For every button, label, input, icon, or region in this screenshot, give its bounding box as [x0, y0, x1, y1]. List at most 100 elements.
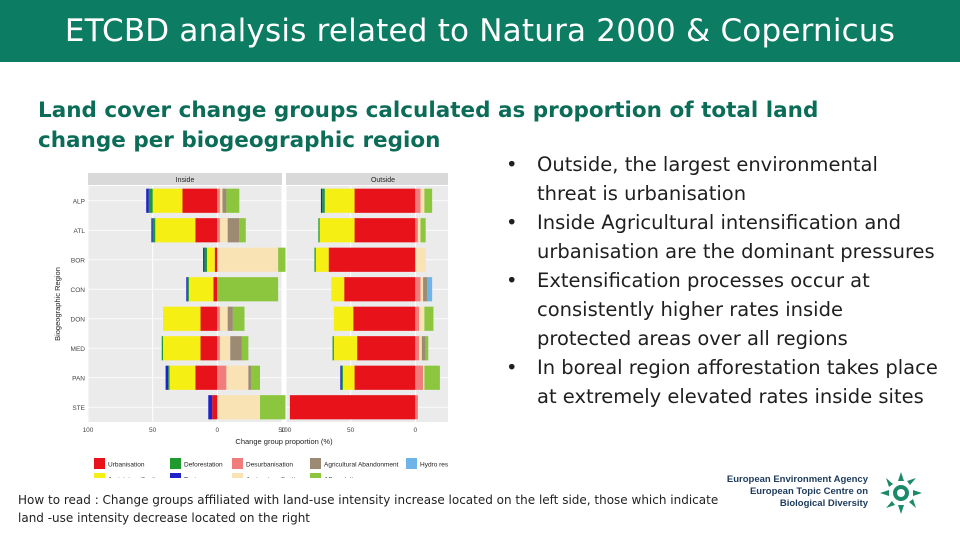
- bar-segment: [239, 218, 246, 243]
- legend-label: Desurbanisation: [246, 462, 293, 469]
- x-tick-label: 50: [149, 427, 157, 434]
- bar-segment: [332, 336, 334, 361]
- bar-segment: [342, 365, 355, 390]
- bar-segment: [424, 306, 434, 331]
- slide-subtitle: Land cover change groups calculated as p…: [38, 98, 819, 153]
- bar-segment: [222, 188, 227, 213]
- bar-segment: [324, 188, 355, 213]
- bar-segment: [415, 247, 426, 272]
- bar-segment: [331, 277, 345, 302]
- bar-segment: [423, 277, 427, 302]
- bar-segment: [168, 365, 170, 390]
- legend-label: Deforestation: [184, 462, 223, 469]
- x-axis-label: Change group proportion (%): [235, 437, 333, 446]
- bar-segment: [212, 395, 218, 420]
- bar-segment: [232, 306, 245, 331]
- bar-segment: [425, 336, 429, 361]
- bar-segment: [354, 365, 416, 390]
- bar-segment: [426, 277, 433, 302]
- bullet-item: • Inside Agricultural intensification and…: [502, 208, 942, 266]
- y-tick-label: ALP: [73, 198, 85, 205]
- bar-segment: [354, 188, 416, 213]
- bar-segment: [415, 277, 421, 302]
- bar-segment: [146, 188, 149, 213]
- panel-strip-label: Outside: [371, 177, 395, 184]
- bar-segment: [419, 336, 422, 361]
- bar-segment: [357, 336, 416, 361]
- panel-strip: [286, 173, 448, 185]
- bar-segment: [415, 306, 420, 331]
- x-tick-label: 0: [216, 427, 220, 434]
- bar-segment: [314, 247, 316, 272]
- key-findings-list: • Outside, the largest environmental thre…: [502, 150, 942, 411]
- bar-segment: [161, 336, 164, 361]
- bar-segment: [227, 218, 240, 243]
- legend-swatch: [94, 458, 105, 469]
- legend-label: Agri. extensification: [246, 477, 303, 479]
- legend-swatch: [170, 473, 181, 478]
- bullet-dot: •: [506, 153, 518, 176]
- bar-segment: [217, 336, 220, 361]
- bar-segment: [241, 336, 249, 361]
- bar-segment: [187, 277, 189, 302]
- bar-segment: [328, 247, 416, 272]
- bar-segment: [200, 336, 218, 361]
- bar-segment: [333, 306, 354, 331]
- bar-segment: [195, 365, 218, 390]
- land-cover-change-chart: Inside10050050Outside10050050ALPATLBORCO…: [53, 173, 448, 479]
- legend-swatch: [232, 458, 243, 469]
- bullet-dot: •: [506, 269, 518, 292]
- y-tick-label: MED: [71, 346, 86, 353]
- bar-segment: [353, 306, 416, 331]
- bar-segment: [208, 395, 213, 420]
- bar-segment: [319, 218, 355, 243]
- bullet-dot: •: [506, 211, 518, 234]
- bar-segment: [289, 395, 416, 420]
- x-tick-label: 0: [414, 427, 418, 434]
- panel-strip: [88, 173, 282, 185]
- bar-segment: [165, 365, 169, 390]
- bar-segment: [419, 306, 425, 331]
- bar-segment: [230, 336, 242, 361]
- bullet-text: Extensification processes occur at consi…: [537, 269, 870, 350]
- x-tick-label: 100: [83, 427, 94, 434]
- bar-segment: [424, 365, 440, 390]
- bar-segment: [195, 218, 218, 243]
- bullet-item: • In boreal region afforestation takes pl…: [502, 353, 942, 411]
- legend-label: Afforestation: [324, 477, 361, 479]
- bar-segment: [423, 365, 425, 390]
- logo-line-3: Biological Diversity: [779, 498, 868, 509]
- bar-segment: [203, 247, 205, 272]
- bar-segment: [250, 365, 261, 390]
- bar-segment: [200, 306, 218, 331]
- bar-segment: [415, 188, 421, 213]
- page-title: ETCBD analysis related to Natura 2000 & …: [64, 13, 896, 49]
- legend-swatch: [310, 473, 321, 478]
- x-tick-label: 100: [281, 427, 292, 434]
- bullet-item: • Outside, the largest environmental thre…: [502, 150, 942, 208]
- bullet-item: • Extensification processes occur at cons…: [502, 266, 942, 353]
- bar-segment: [151, 218, 153, 243]
- bullet-dot: •: [506, 356, 518, 379]
- y-tick-label: ATL: [74, 228, 86, 235]
- bar-segment: [155, 218, 196, 243]
- bar-segment: [219, 188, 223, 213]
- bar-segment: [217, 247, 279, 272]
- bar-segment: [226, 188, 240, 213]
- bar-segment: [217, 218, 220, 243]
- bar-segment: [424, 188, 433, 213]
- legend-swatch: [232, 473, 243, 478]
- how-to-read-note: How to read : Change groups affiliated w…: [18, 493, 719, 525]
- sun-leaf-logo-icon: [880, 472, 922, 514]
- y-tick-label: CON: [71, 287, 86, 294]
- bar-segment: [219, 336, 231, 361]
- legend-label: Drainage: [184, 477, 211, 479]
- bar-segment: [415, 365, 424, 390]
- bar-segment: [278, 247, 289, 272]
- bar-segment: [340, 365, 342, 390]
- bar-segment: [152, 218, 156, 243]
- legend-swatch: [94, 473, 105, 478]
- x-tick-label: 50: [347, 427, 355, 434]
- legend-label: Hydro restoration: [420, 462, 448, 469]
- bar-segment: [318, 218, 320, 243]
